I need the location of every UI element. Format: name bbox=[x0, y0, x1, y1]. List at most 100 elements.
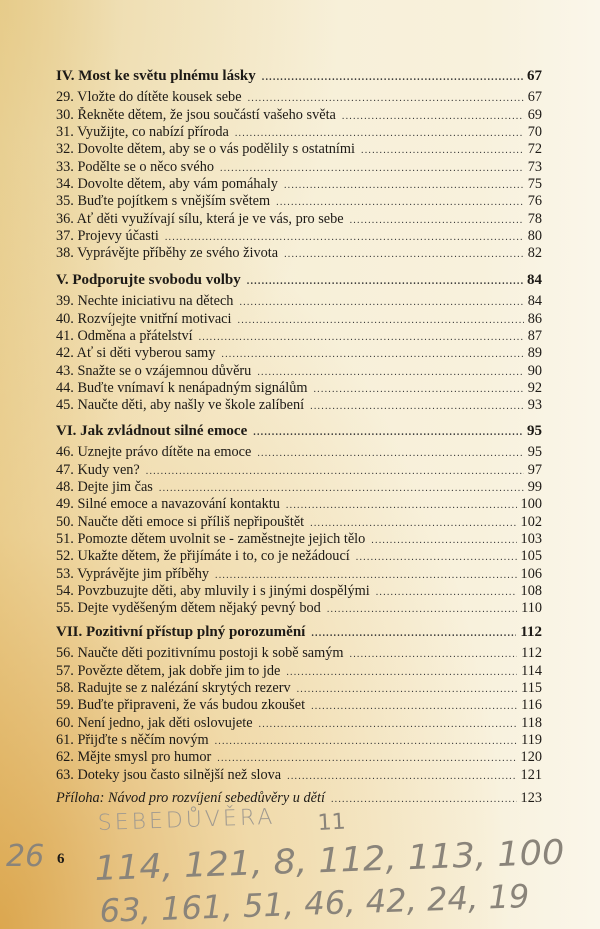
entry-title: 60. Není jedno, jak děti oslovujete bbox=[56, 714, 253, 731]
toc-entry: 53. Vyprávějte jim příběhy 106 bbox=[56, 566, 542, 583]
entry-title: 39. Nechte iniciativu na dětech bbox=[56, 293, 234, 310]
entry-title: 51. Pomozte dětem uvolnit se - zaměstnej… bbox=[56, 531, 366, 548]
toc-entry: 29. Vložte do dítěte kousek sebe 67 bbox=[56, 89, 542, 106]
entry-page: 110 bbox=[521, 600, 542, 617]
entry-title: 30. Řekněte dětem, že jsou součástí vaše… bbox=[56, 106, 336, 123]
entry-title: 40. Rozvíjejte vnitřní motivaci bbox=[56, 310, 232, 327]
toc-entry: 59. Buďte připraveni, že vás budou zkouš… bbox=[56, 697, 542, 714]
entry-page: 112 bbox=[520, 624, 542, 640]
toc-section: IV. Most ke světu plnému lásky6729. Vlož… bbox=[56, 68, 542, 263]
entry-page: 121 bbox=[520, 766, 542, 783]
entry-page: 67 bbox=[527, 89, 542, 106]
toc-entry: 58. Radujte se z nalézání skrytých rezer… bbox=[56, 680, 542, 697]
toc-entry: 40. Rozvíjejte vnitřní motivaci 86 bbox=[56, 311, 542, 328]
entry-title: 31. Využijte, co nabízí příroda bbox=[56, 124, 229, 141]
toc-entry: 35. Buďte pojítkem s vnějším světem 76 bbox=[56, 193, 542, 210]
toc-entry: 32. Dovolte dětem, aby se o vás podělily… bbox=[56, 141, 542, 158]
toc-entry: 31. Využijte, co nabízí příroda 70 bbox=[56, 124, 542, 141]
handwritten-word: SEBEDŮVĚRA bbox=[97, 804, 275, 836]
entry-title: VI. Jak zvládnout silné emoce bbox=[56, 423, 248, 439]
entry-title: 35. Buďte pojítkem s vnějším světem bbox=[56, 193, 271, 210]
toc-entry: 45. Naučte děti, aby našly ve škole zalí… bbox=[56, 397, 542, 414]
entry-page: 72 bbox=[527, 141, 542, 158]
toc-entry: 61. Přijďte s něčím novým 119 bbox=[56, 732, 542, 749]
toc-entry: 44. Buďte vnímaví k nenápadným signálům 9… bbox=[56, 380, 542, 397]
entry-page: 73 bbox=[527, 158, 542, 175]
handwritten-number: 11 bbox=[317, 810, 346, 836]
entry-page: 99 bbox=[527, 479, 542, 496]
entry-title: 34. Dovolte dětem, aby vám pomáhaly bbox=[56, 176, 278, 193]
toc-entry: 49. Silné emoce a navazování kontaktu 100 bbox=[56, 496, 542, 513]
entry-page: 123 bbox=[520, 790, 542, 806]
entry-title: 47. Kudy ven? bbox=[56, 461, 140, 478]
entry-page: 119 bbox=[521, 732, 542, 749]
toc-entry: 47. Kudy ven? 97 bbox=[56, 462, 542, 479]
entry-title: 36. Ať děti využívají sílu, která je ve … bbox=[56, 210, 344, 227]
entry-page: 116 bbox=[521, 697, 542, 714]
toc-entry: 42. Ať si děti vyberou samy 89 bbox=[56, 345, 542, 362]
toc-entry: 51. Pomozte dětem uvolnit se - zaměstnej… bbox=[56, 531, 542, 548]
toc-entry: 30. Řekněte dětem, že jsou součástí vaše… bbox=[56, 107, 542, 124]
entry-title: 42. Ať si děti vyberou samy bbox=[56, 345, 216, 362]
entry-page: 76 bbox=[527, 193, 542, 210]
toc-entry: 43. Snažte se o vzájemnou důvěru 90 bbox=[56, 363, 542, 380]
entry-title: 55. Dejte vyděšeným dětem nějaký pevný b… bbox=[56, 600, 321, 617]
entry-page: 114 bbox=[521, 662, 542, 679]
toc-entry: 41. Odměna a přátelství 87 bbox=[56, 328, 542, 345]
entry-title: 43. Snažte se o vzájemnou důvěru bbox=[56, 362, 252, 379]
entry-page: 105 bbox=[520, 548, 542, 565]
entry-page: 95 bbox=[527, 423, 542, 439]
entry-page: 78 bbox=[527, 210, 542, 227]
toc-entry: 57. Povězte dětem, jak dobře jim to jde 1… bbox=[56, 663, 542, 680]
entry-page: 70 bbox=[527, 124, 542, 141]
toc-entry: 46. Uznejte právo dítěte na emoce 95 bbox=[56, 444, 542, 461]
entry-title: 37. Projevy účasti bbox=[56, 228, 159, 245]
toc-entry: 48. Dejte jim čas 99 bbox=[56, 479, 542, 496]
entry-title: 44. Buďte vnímaví k nenápadným signálům bbox=[56, 380, 308, 397]
entry-page: 75 bbox=[527, 176, 542, 193]
section-heading: V. Podporujte svobodu volby 84 bbox=[56, 272, 542, 289]
toc-entry: 56. Naučte děti pozitivnímu postoji k so… bbox=[56, 645, 542, 662]
entry-page: 115 bbox=[521, 680, 542, 697]
entry-page: 86 bbox=[527, 310, 542, 327]
entry-page: 103 bbox=[520, 531, 542, 548]
toc-section: VII. Pozitivní přístup plný porozumění 11… bbox=[56, 624, 542, 784]
toc-entry: 37. Projevy účasti 80 bbox=[56, 228, 542, 245]
entry-title: 59. Buďte připraveni, že vás budou zkouš… bbox=[56, 697, 306, 714]
entry-title: 29. Vložte do dítěte kousek sebe bbox=[56, 89, 242, 106]
entry-page: 108 bbox=[520, 583, 542, 600]
entry-page: 84 bbox=[527, 272, 542, 288]
appendix-entry: Příloha: Návod pro rozvíjení sebedůvěry … bbox=[56, 790, 542, 807]
toc-entry: 63. Doteky jsou často silnější než slova… bbox=[56, 767, 542, 784]
entry-page: 97 bbox=[527, 461, 542, 478]
entry-title: 52. Ukažte dětem, že přijímáte i to, co … bbox=[56, 548, 350, 565]
entry-title: 46. Uznejte právo dítěte na emoce bbox=[56, 444, 252, 461]
entry-title: 62. Mějte smysl pro humor bbox=[56, 749, 212, 766]
entry-title: 41. Odměna a přátelství bbox=[56, 328, 193, 345]
entry-title: 33. Podělte se o něco svého bbox=[56, 158, 215, 175]
toc-entry: 50. Naučte děti emoce si příliš nepřipou… bbox=[56, 514, 542, 531]
handwritten-margin-number: 26 bbox=[6, 839, 44, 874]
entry-page: 84 bbox=[527, 293, 542, 310]
entry-title: 45. Naučte děti, aby našly ve škole zalí… bbox=[56, 397, 305, 414]
entry-title: V. Podporujte svobodu volby bbox=[56, 272, 241, 288]
appendix-block: Příloha: Návod pro rozvíjení sebedůvěry … bbox=[56, 790, 542, 807]
entry-page: 93 bbox=[527, 397, 542, 414]
entry-page: 95 bbox=[527, 444, 542, 461]
entry-page: 90 bbox=[527, 362, 542, 379]
section-heading: IV. Most ke světu plnému lásky 67 bbox=[56, 68, 542, 85]
entry-title: IV. Most ke světu plnému lásky bbox=[56, 68, 256, 84]
toc-entry: 36. Ať děti využívají sílu, která je ve … bbox=[56, 211, 542, 228]
toc-entry: 52. Ukažte dětem, že přijímáte i to, co … bbox=[56, 548, 542, 565]
entry-page: 92 bbox=[527, 380, 542, 397]
entry-title: 48. Dejte jim čas bbox=[56, 479, 153, 496]
toc-entry: 60. Není jedno, jak děti oslovujete 118 bbox=[56, 715, 542, 732]
entry-title: 32. Dovolte dětem, aby se o vás podělily… bbox=[56, 141, 355, 158]
entry-page: 120 bbox=[520, 749, 542, 766]
section-heading: VI. Jak zvládnout silné emoce 95 bbox=[56, 423, 542, 440]
entry-page: 118 bbox=[521, 714, 542, 731]
entry-page: 106 bbox=[520, 565, 542, 582]
entry-title: 57. Povězte dětem, jak dobře jim to jde bbox=[56, 662, 281, 679]
entry-title: 58. Radujte se z nalézání skrytých rezer… bbox=[56, 680, 291, 697]
entry-page: 89 bbox=[527, 345, 542, 362]
